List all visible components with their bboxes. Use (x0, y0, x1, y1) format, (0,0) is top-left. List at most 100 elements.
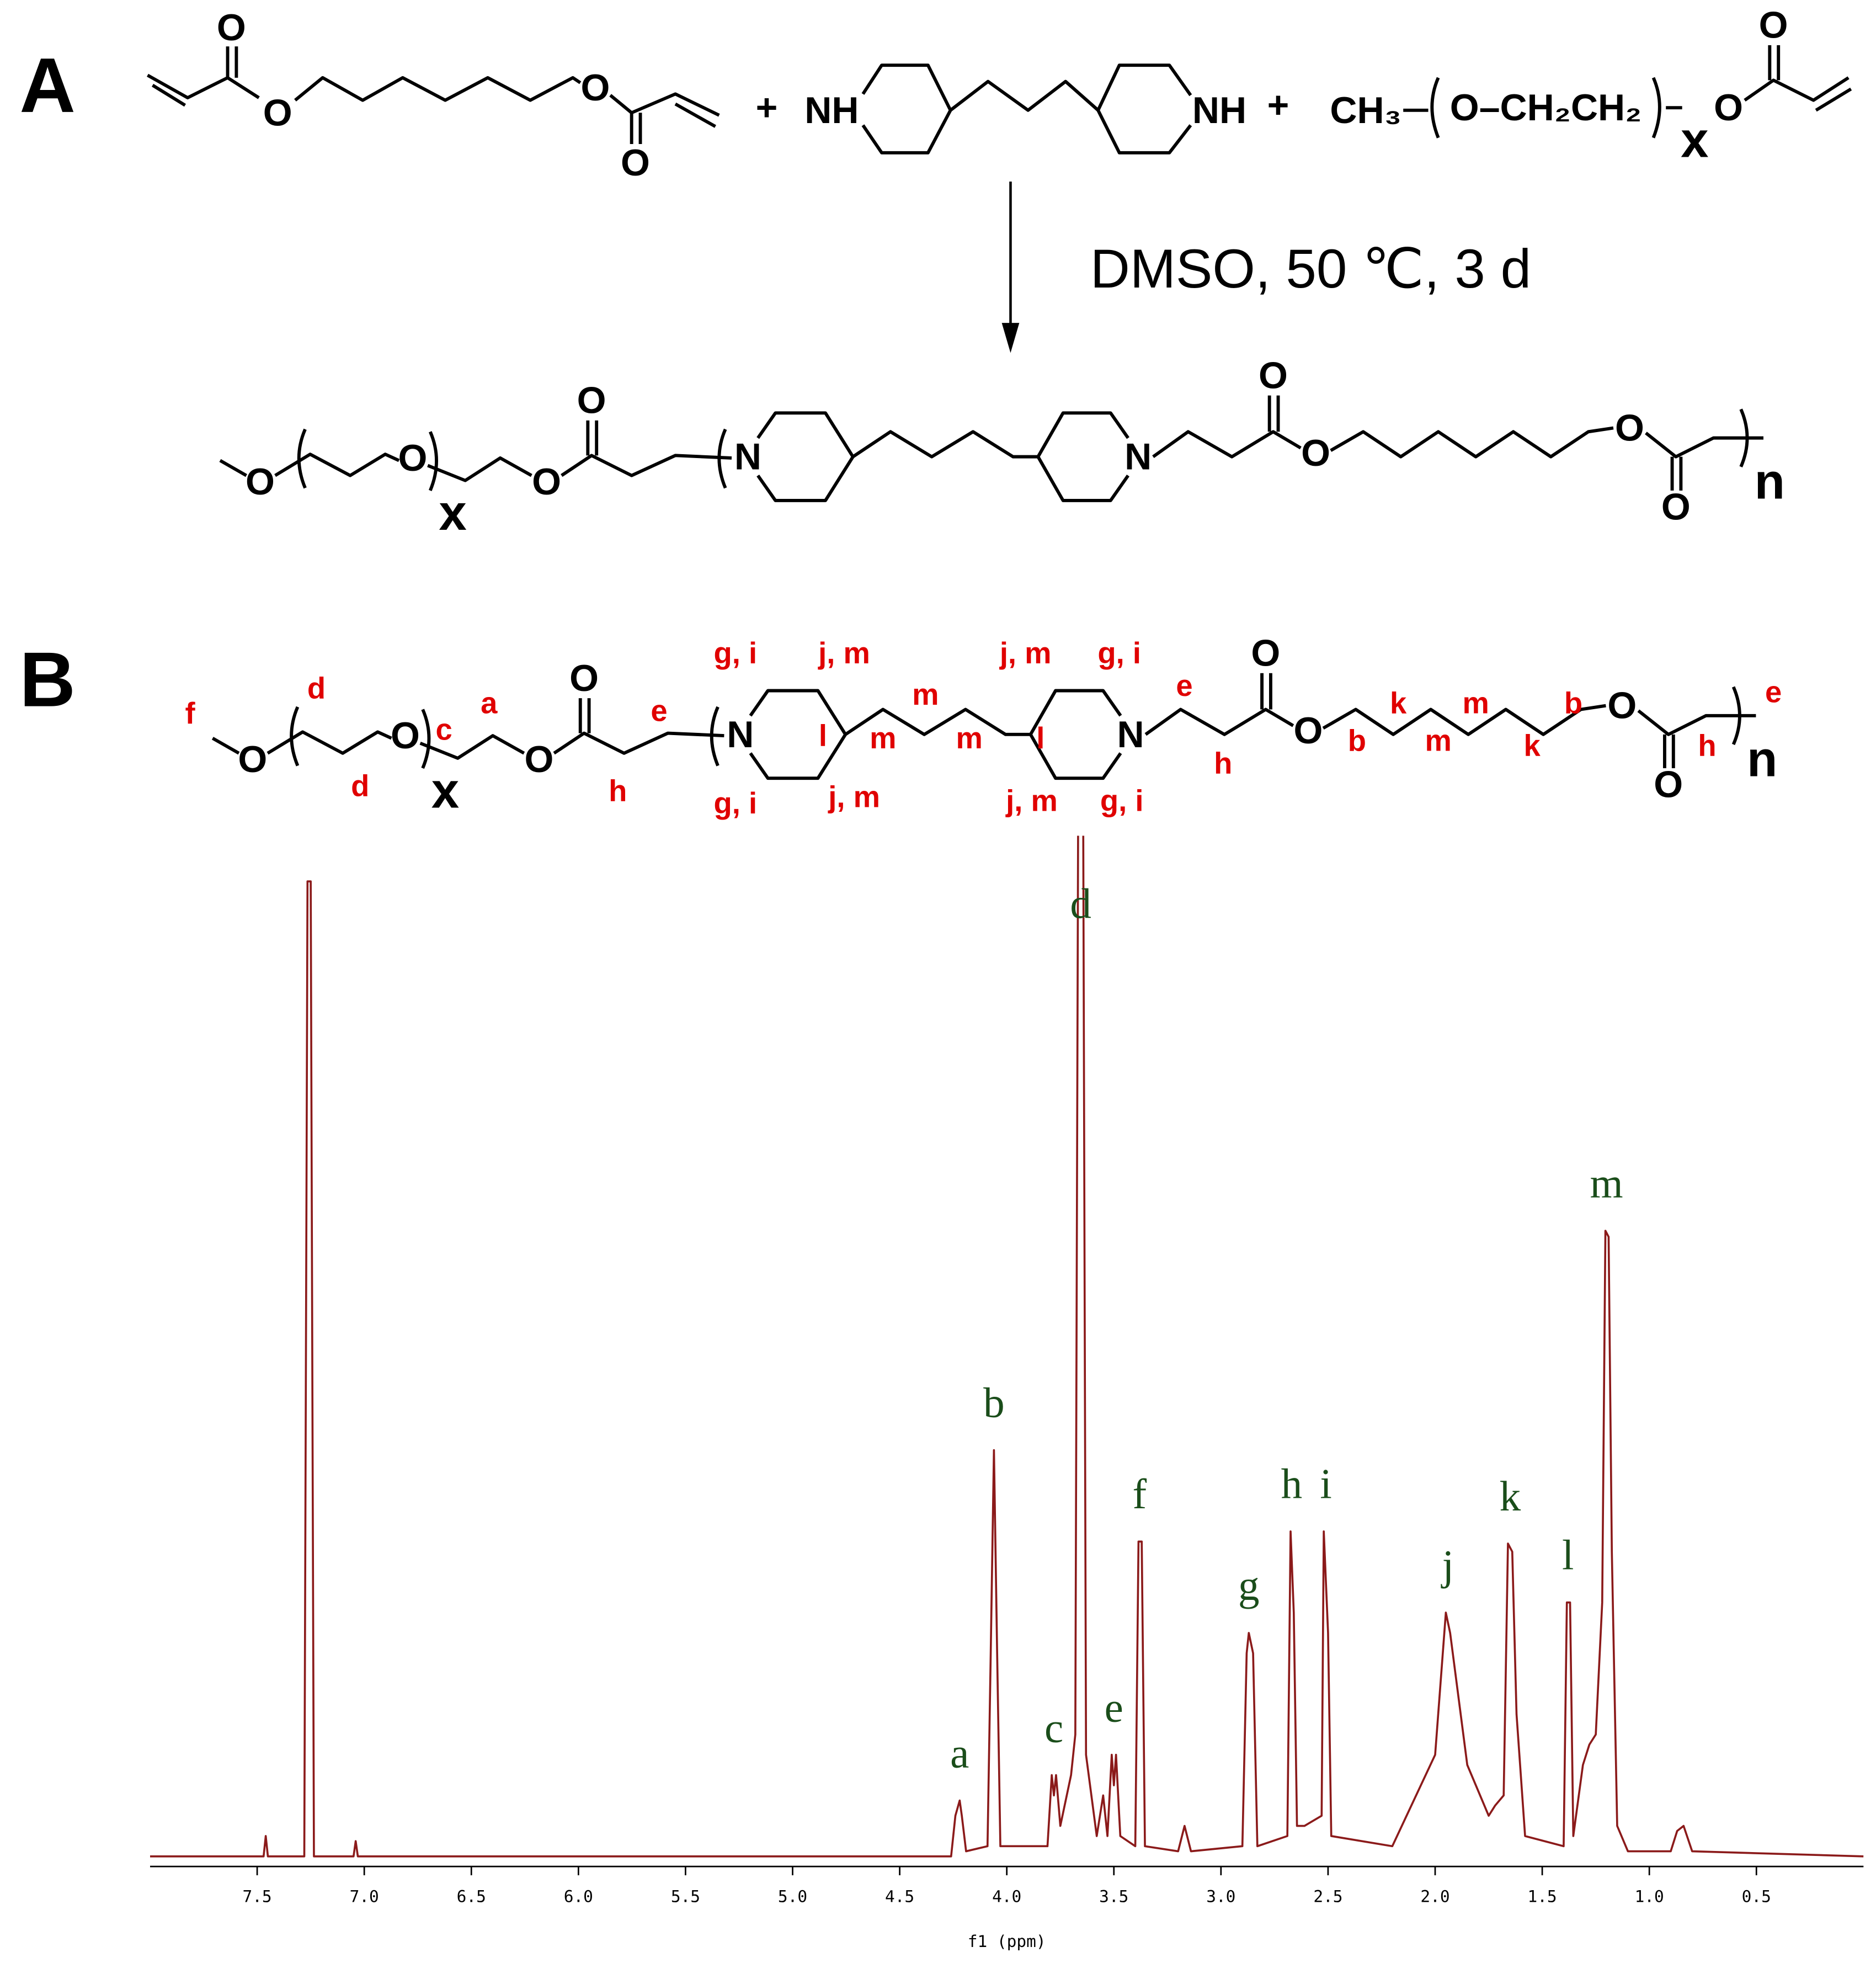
atom-label: O (1654, 764, 1683, 806)
peak-label: m (1590, 1159, 1623, 1207)
atom-label: O (217, 7, 246, 49)
atom-label: O (532, 461, 561, 503)
atom-label: O (238, 738, 267, 780)
peak-label: f (1132, 1470, 1147, 1518)
peak-label: d (1070, 880, 1091, 927)
atom-label: O–CH₂CH₂ (1450, 87, 1642, 129)
proton-label: h (1698, 729, 1716, 763)
peak-label: j (1441, 1541, 1454, 1589)
proton-label: e (1176, 669, 1192, 703)
peak-label: h (1281, 1460, 1303, 1508)
atom-label: + (756, 87, 778, 129)
peak-label: l (1562, 1531, 1574, 1579)
x-tick-label: 6.0 (564, 1887, 593, 1906)
atom-label: O (1293, 710, 1323, 752)
atom-label: O (1607, 685, 1637, 727)
product-bonds (219, 395, 1763, 502)
atom-label: O (1714, 87, 1743, 129)
x-tick-label: 5.5 (671, 1887, 700, 1906)
proton-label: f (185, 696, 195, 730)
atom-label: O (391, 715, 420, 757)
proton-label: m (956, 721, 982, 755)
spectrum-line (150, 836, 1864, 1858)
proton-label: g, i (714, 786, 758, 820)
atom-label: + (1267, 84, 1289, 126)
atom-label: N (727, 714, 754, 756)
proton-label: e (1765, 675, 1782, 709)
proton-label: j, m (818, 636, 870, 670)
atom-label: x (1681, 113, 1708, 168)
peak-label: k (1500, 1472, 1521, 1520)
x-tick-label: 2.5 (1313, 1887, 1342, 1906)
x-tick-label: 7.0 (350, 1887, 379, 1906)
x-axis-label: f1 (ppm) (968, 1932, 1046, 1951)
proton-label: e (651, 694, 667, 727)
atom-label: N (1124, 436, 1152, 478)
atom-label: O (246, 461, 275, 503)
atom-label: O (1251, 632, 1280, 674)
atom-label: x (431, 763, 459, 818)
panel-label: B (19, 636, 75, 723)
x-tick-label: 2.0 (1420, 1887, 1449, 1906)
proton-label: k (1524, 729, 1541, 763)
atom-label: n (1747, 732, 1777, 788)
atom-label: N (734, 436, 761, 478)
x-tick-label: 0.5 (1742, 1887, 1771, 1906)
x-tick-label: 4.5 (885, 1887, 914, 1906)
x-tick-label: 1.5 (1527, 1887, 1557, 1906)
atom-label: O (621, 142, 650, 184)
atom-label: O (1615, 407, 1644, 449)
proton-label: c (436, 712, 452, 746)
x-tick-label: 7.5 (242, 1887, 271, 1906)
proton-label: g, i (1100, 784, 1144, 817)
atom-label: O (1301, 432, 1330, 474)
proton-label: m (870, 721, 896, 755)
atom-label: O (398, 437, 428, 479)
atom-label: n (1755, 454, 1785, 509)
atom-label: O (524, 738, 553, 780)
proton-label: b (1564, 687, 1582, 720)
proton-label: j, m (828, 780, 880, 814)
proton-label: g, i (714, 636, 758, 670)
atom-label: O (580, 67, 610, 109)
proton-label: h (609, 774, 627, 807)
peak-label: g (1238, 1562, 1260, 1609)
atom-label: O (263, 92, 292, 134)
proton-label: j, m (999, 636, 1052, 670)
x-tick-label: 6.5 (457, 1887, 486, 1906)
x-tick-label: 5.0 (778, 1887, 807, 1906)
atom-label: O (1759, 4, 1788, 46)
atom-label: CH₃ (1330, 89, 1401, 131)
atom-label: O (1661, 486, 1691, 528)
proton-label: d (307, 671, 326, 705)
peak-label: e (1105, 1684, 1123, 1731)
x-tick-label: 3.0 (1206, 1887, 1235, 1906)
proton-label: b (1348, 724, 1366, 758)
proton-label: l (819, 719, 827, 753)
reaction-condition: DMSO, 50 ℃, 3 d (1090, 238, 1531, 300)
proton-label: j, m (1005, 784, 1058, 817)
peak-label: b (983, 1379, 1005, 1427)
proton-label: h (1214, 746, 1232, 780)
proton-label: a (481, 687, 498, 720)
atom-label: x (439, 485, 466, 541)
proton-label: m (1425, 724, 1451, 758)
atom-label: NH (1192, 89, 1246, 131)
x-tick-label: 4.0 (992, 1887, 1021, 1906)
atom-label: O (1259, 354, 1288, 396)
reaction-arrow (1001, 181, 1020, 353)
panel-label: A (19, 42, 75, 129)
proton-label: m (912, 678, 939, 711)
peak-label: c (1044, 1704, 1063, 1751)
peak-label: a (950, 1729, 969, 1776)
proton-label: m (1462, 687, 1489, 720)
atom-label: N (1117, 714, 1144, 756)
atom-label: NH (804, 89, 859, 131)
x-tick-label: 3.5 (1099, 1887, 1128, 1906)
nmr-spectrum: f1 (ppm) 7.5 7.0 6.5 6.0 5.5 5.0 4.5 4.0 3.5 3.0 2… (150, 836, 1864, 1951)
x-tick-label: 1.0 (1635, 1887, 1664, 1906)
peak-label: i (1320, 1460, 1331, 1508)
proton-label: d (351, 769, 369, 802)
